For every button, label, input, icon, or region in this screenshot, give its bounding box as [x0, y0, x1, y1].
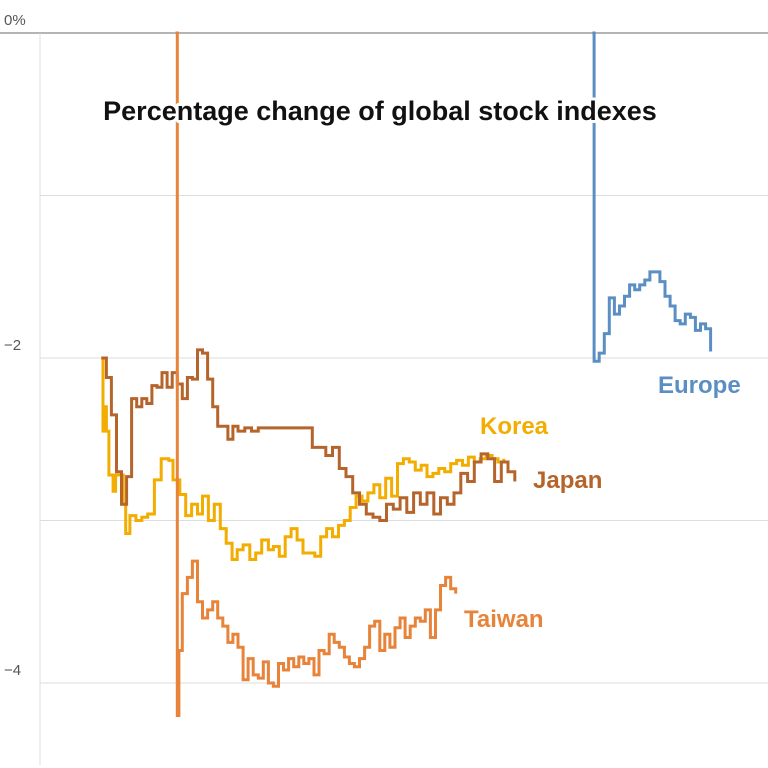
y-tick-label: 0% — [4, 12, 26, 29]
series-line-europe — [592, 31, 713, 363]
series-label-taiwan: Taiwan — [464, 606, 544, 633]
series-line-japan — [101, 348, 517, 522]
chart-title: Percentage change of global stock indexe… — [103, 96, 657, 126]
series-line-korea — [101, 356, 506, 561]
series-label-korea: Korea — [480, 413, 549, 440]
series-label-europe: Europe — [658, 372, 741, 399]
series-line-taiwan — [175, 31, 458, 717]
series-lines — [101, 31, 713, 717]
y-tick-label: −2 — [4, 337, 21, 354]
series-labels: Europe Korea Japan Taiwan — [464, 372, 741, 633]
gridlines — [0, 32, 768, 765]
series-label-japan: Japan — [533, 467, 602, 494]
y-axis-ticks: 0% −2 −4 — [4, 12, 26, 679]
y-tick-label: −4 — [4, 662, 21, 679]
